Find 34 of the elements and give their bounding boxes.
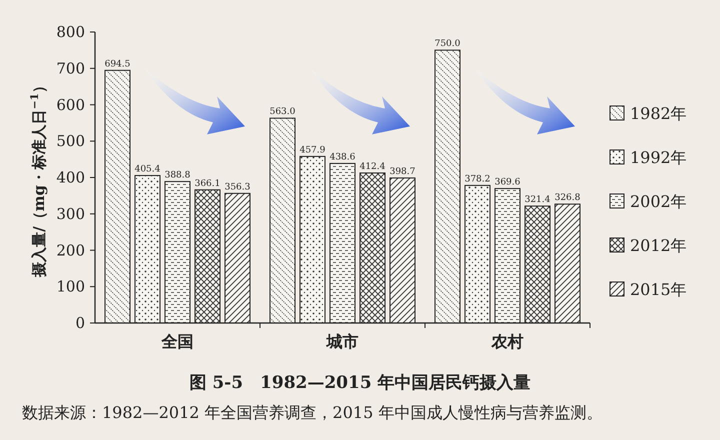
text: 图 5-5 1982—2015 年中国居民钙摄入量 [189,373,531,393]
y-tick-label: 0 [75,314,85,332]
x-tick-label: 全国 [160,332,194,351]
legend-label: 2012年 [630,236,687,255]
text: 366.1 [194,178,220,189]
y-tick-label: 200 [56,241,85,260]
y-tick-label: 500 [56,132,85,150]
legend-label: 1992年 [630,148,687,167]
y-tick-label: 400 [56,168,85,186]
text: 438.6 [330,152,356,162]
text: 694.5 [104,59,130,70]
text: 398.7 [390,166,416,177]
source-note: 数据来源：1982—2012 年全国营养调查，2015 年中国成人慢性病与营养监测。 [22,403,602,422]
y-tick-label: 300 [56,204,85,223]
y-tick-label: 700 [56,59,85,78]
legend-label: 1982年 [630,104,687,123]
x-tick-label: 城市 [326,332,358,351]
text: 750.0 [434,39,460,50]
y-tick-label: 800 [56,23,85,41]
text: 321.4 [524,195,550,206]
legend-label: 2015年 [630,280,687,299]
text: 388.8 [164,170,190,181]
text: 378.2 [464,174,490,184]
text: 563.0 [270,107,296,118]
text: 356.3 [224,182,250,192]
text: 457.9 [300,145,326,156]
text: 405.4 [134,164,160,175]
y-tick-label: 100 [56,278,85,296]
text: 326.8 [554,193,580,204]
text: 369.6 [494,178,520,188]
y-tick-label: 600 [56,96,85,114]
legend-label: 2002年 [630,192,687,211]
x-tick-label: 农村 [490,332,524,351]
text: 412.4 [360,162,386,172]
